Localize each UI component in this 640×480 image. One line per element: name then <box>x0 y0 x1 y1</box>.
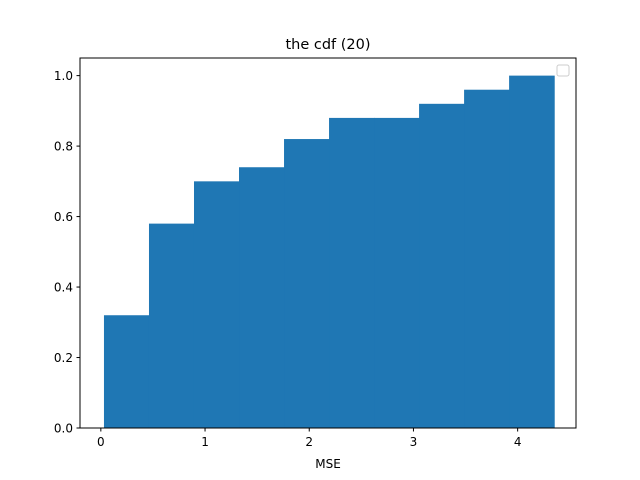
y-tick-label: 0.8 <box>54 140 73 154</box>
histogram-bar <box>329 117 375 429</box>
y-tick-label: 0.6 <box>54 210 73 224</box>
y-tick-label: 0.2 <box>54 351 73 365</box>
legend-box <box>556 64 570 77</box>
x-axis-ticks: 0 1 2 3 4 <box>97 428 521 449</box>
histogram-bar <box>148 223 195 428</box>
y-axis-ticks: 0.0 0.2 0.4 0.6 0.8 1.0 <box>54 69 80 436</box>
plot-area-frame <box>79 57 577 429</box>
histogram-bar <box>193 181 240 428</box>
x-tick-label: 2 <box>305 435 313 449</box>
histogram-bar <box>284 139 330 429</box>
x-tick-label: 4 <box>514 435 522 449</box>
histogram-bar <box>374 117 420 429</box>
x-tick-label: 1 <box>201 435 209 449</box>
histogram-bar <box>464 89 510 428</box>
y-tick-label: 1.0 <box>54 69 73 83</box>
histogram-bars <box>103 75 555 429</box>
histogram-bar <box>103 315 150 428</box>
x-axis-label: MSE <box>315 457 341 471</box>
x-tick-label: 0 <box>97 435 105 449</box>
histogram-bar <box>509 75 555 428</box>
chart-title: the cdf (20) <box>285 37 370 53</box>
x-tick-label: 3 <box>410 435 418 449</box>
y-tick-label: 0.4 <box>54 281 73 295</box>
histogram-bar <box>419 103 465 429</box>
histogram-bar <box>239 167 285 428</box>
y-tick-label: 0.0 <box>54 422 73 436</box>
